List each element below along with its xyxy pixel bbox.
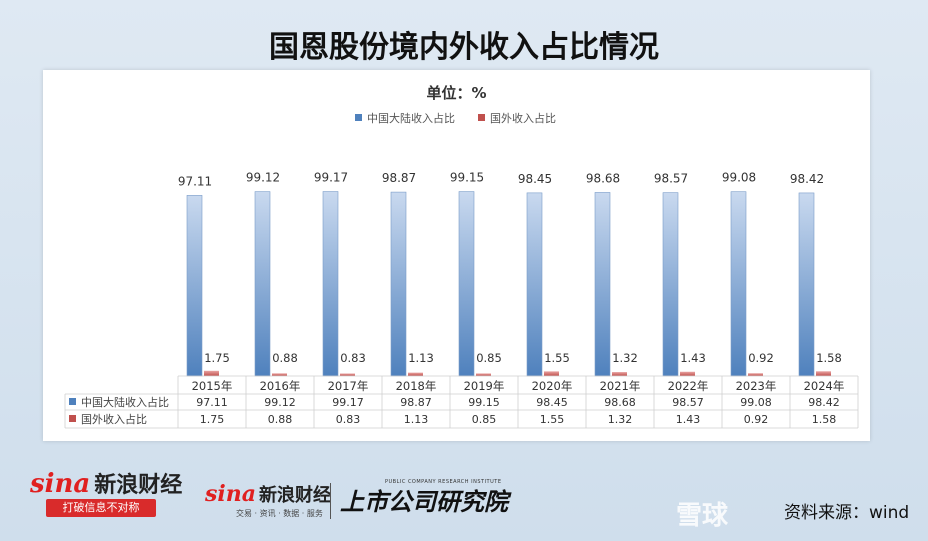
table-cell-0-6: 98.68 (604, 396, 636, 409)
x-tick-label-9: 2024年 (804, 379, 845, 393)
table-cell-0-2: 99.17 (332, 396, 364, 409)
bar-overseas-5 (544, 371, 559, 376)
bar-overseas-6 (612, 372, 627, 376)
value-label-overseas-5: 1.55 (544, 351, 570, 365)
value-label-overseas-8: 0.92 (748, 351, 774, 365)
table-cell-0-8: 99.08 (740, 396, 772, 409)
chart-panel: 单位：% 中国大陆收入占比 国外收入占比 97.11 1.75 99.12 0.88 99… (43, 70, 870, 441)
bar-mainland-5 (526, 192, 543, 377)
sina-logo-secondary: sina 新浪财经 (205, 481, 331, 507)
sina-brand-text-secondary: 新浪财经 (259, 485, 331, 506)
sina-slogan: 打破信息不对称 (46, 499, 156, 517)
x-tick-label-1: 2016年 (260, 379, 301, 393)
x-tick-label-7: 2022年 (668, 379, 709, 393)
sina-brand-text: 新浪财经 (94, 473, 183, 498)
value-label-mainland-6: 98.68 (586, 171, 620, 185)
legend-swatch-0 (355, 114, 362, 121)
bar-mainland-9 (798, 192, 815, 377)
bar-overseas-7 (680, 371, 695, 376)
sina-logo: sina 新浪财经 (30, 467, 182, 499)
table-cell-1-0: 1.75 (200, 413, 225, 426)
table-cell-1-3: 1.13 (404, 413, 429, 426)
table-cell-0-9: 98.42 (808, 396, 840, 409)
data-table: 2015年 2016年 2017年 2018年 2019年 2020年 2021年 2022年… (64, 375, 859, 429)
bar-overseas-4 (476, 373, 491, 376)
legend: 中国大陆收入占比 国外收入占比 (355, 111, 556, 125)
data-source: 资料来源：wind (784, 503, 910, 523)
footer-divider (330, 483, 331, 519)
value-label-mainland-4: 99.15 (450, 171, 484, 185)
table-row-label-0: 中国大陆收入占比 (81, 395, 169, 409)
research-institute-logo: 上市公司研究院 (340, 488, 508, 516)
sina-mark: sina (30, 469, 91, 499)
table-cell-0-7: 98.57 (672, 396, 704, 409)
table-cell-0-3: 98.87 (400, 396, 432, 409)
bar-overseas-8 (748, 373, 763, 376)
table-cell-0-5: 98.45 (536, 396, 568, 409)
bar-chart: 中国大陆收入占比 国外收入占比 97.111.7599.120.8899.170.… (64, 111, 859, 429)
sina-mark-secondary: sina (205, 481, 256, 507)
bar-mainland-3 (390, 191, 407, 377)
bar-overseas-0 (204, 370, 219, 376)
bar-mainland-2 (322, 191, 339, 377)
table-cell-1-6: 1.32 (608, 413, 633, 426)
legend-swatch-1 (478, 114, 485, 121)
x-tick-label-3: 2018年 (396, 379, 437, 393)
table-cell-1-4: 0.85 (472, 413, 497, 426)
bar-mainland-6 (594, 192, 611, 377)
table-cell-1-8: 0.92 (744, 413, 769, 426)
value-label-overseas-0: 1.75 (204, 351, 230, 365)
x-tick-label-0: 2015年 (192, 379, 233, 393)
table-cell-1-9: 1.58 (812, 413, 837, 426)
value-label-mainland-9: 98.42 (790, 172, 824, 186)
bar-overseas-9 (816, 371, 831, 376)
table-swatch-0 (69, 398, 76, 405)
table-swatch-1 (69, 415, 76, 422)
research-institute-en: PUBLIC COMPANY RESEARCH INSTITUTE (385, 479, 502, 485)
x-tick-label-2: 2017年 (328, 379, 369, 393)
footer: sina 新浪财经 打破信息不对称 sina 新浪财经 交易 · 资讯 · 数据 ·… (0, 455, 928, 541)
value-label-overseas-1: 0.88 (272, 351, 298, 365)
unit-label: 单位：% (426, 84, 487, 102)
bar-overseas-2 (340, 373, 355, 376)
bar-mainland-8 (730, 191, 747, 377)
bar-mainland-0 (186, 195, 203, 377)
value-label-overseas-6: 1.32 (612, 351, 638, 365)
x-tick-label-8: 2023年 (736, 379, 777, 393)
bars: 97.11 1.75 99.12 0.88 99.17 0.83 98.87 1.13 99.1… (178, 171, 842, 377)
table-cell-1-2: 0.83 (336, 413, 361, 426)
value-label-mainland-8: 99.08 (722, 171, 756, 185)
bar-overseas-1 (272, 373, 287, 376)
table-cell-1-7: 1.43 (676, 413, 701, 426)
value-label-mainland-5: 98.45 (518, 172, 552, 186)
table-cell-1-1: 0.88 (268, 413, 293, 426)
x-tick-label-5: 2020年 (532, 379, 573, 393)
sina-subtitle: 交易 · 资讯 · 数据 · 服务 (236, 509, 323, 518)
value-label-overseas-4: 0.85 (476, 351, 502, 365)
value-label-overseas-3: 1.13 (408, 351, 434, 365)
value-label-mainland-2: 99.17 (314, 171, 348, 185)
table-cell-0-1: 99.12 (264, 396, 296, 409)
value-label-mainland-3: 98.87 (382, 171, 416, 185)
x-tick-label-6: 2021年 (600, 379, 641, 393)
legend-label-1: 国外收入占比 (490, 111, 556, 125)
table-cell-0-0: 97.11 (196, 396, 228, 409)
xueqiu-watermark: 雪球 (676, 501, 729, 531)
value-label-overseas-7: 1.43 (680, 351, 706, 365)
table-cell-1-5: 1.55 (540, 413, 565, 426)
bar-overseas-3 (408, 372, 423, 376)
x-tick-label-4: 2019年 (464, 379, 505, 393)
value-label-overseas-9: 1.58 (816, 351, 842, 365)
bar-mainland-1 (254, 191, 271, 377)
value-label-overseas-2: 0.83 (340, 351, 366, 365)
value-label-mainland-0: 97.11 (178, 174, 212, 188)
legend-label-0: 中国大陆收入占比 (367, 111, 455, 125)
bar-mainland-4 (458, 191, 475, 377)
bar-mainland-7 (662, 192, 679, 377)
value-label-mainland-7: 98.57 (654, 172, 688, 186)
table-row-label-1: 国外收入占比 (81, 412, 147, 426)
value-label-mainland-1: 99.12 (246, 171, 280, 185)
table-cell-0-4: 99.15 (468, 396, 500, 409)
page-title: 国恩股份境内外收入占比情况 (269, 30, 659, 65)
